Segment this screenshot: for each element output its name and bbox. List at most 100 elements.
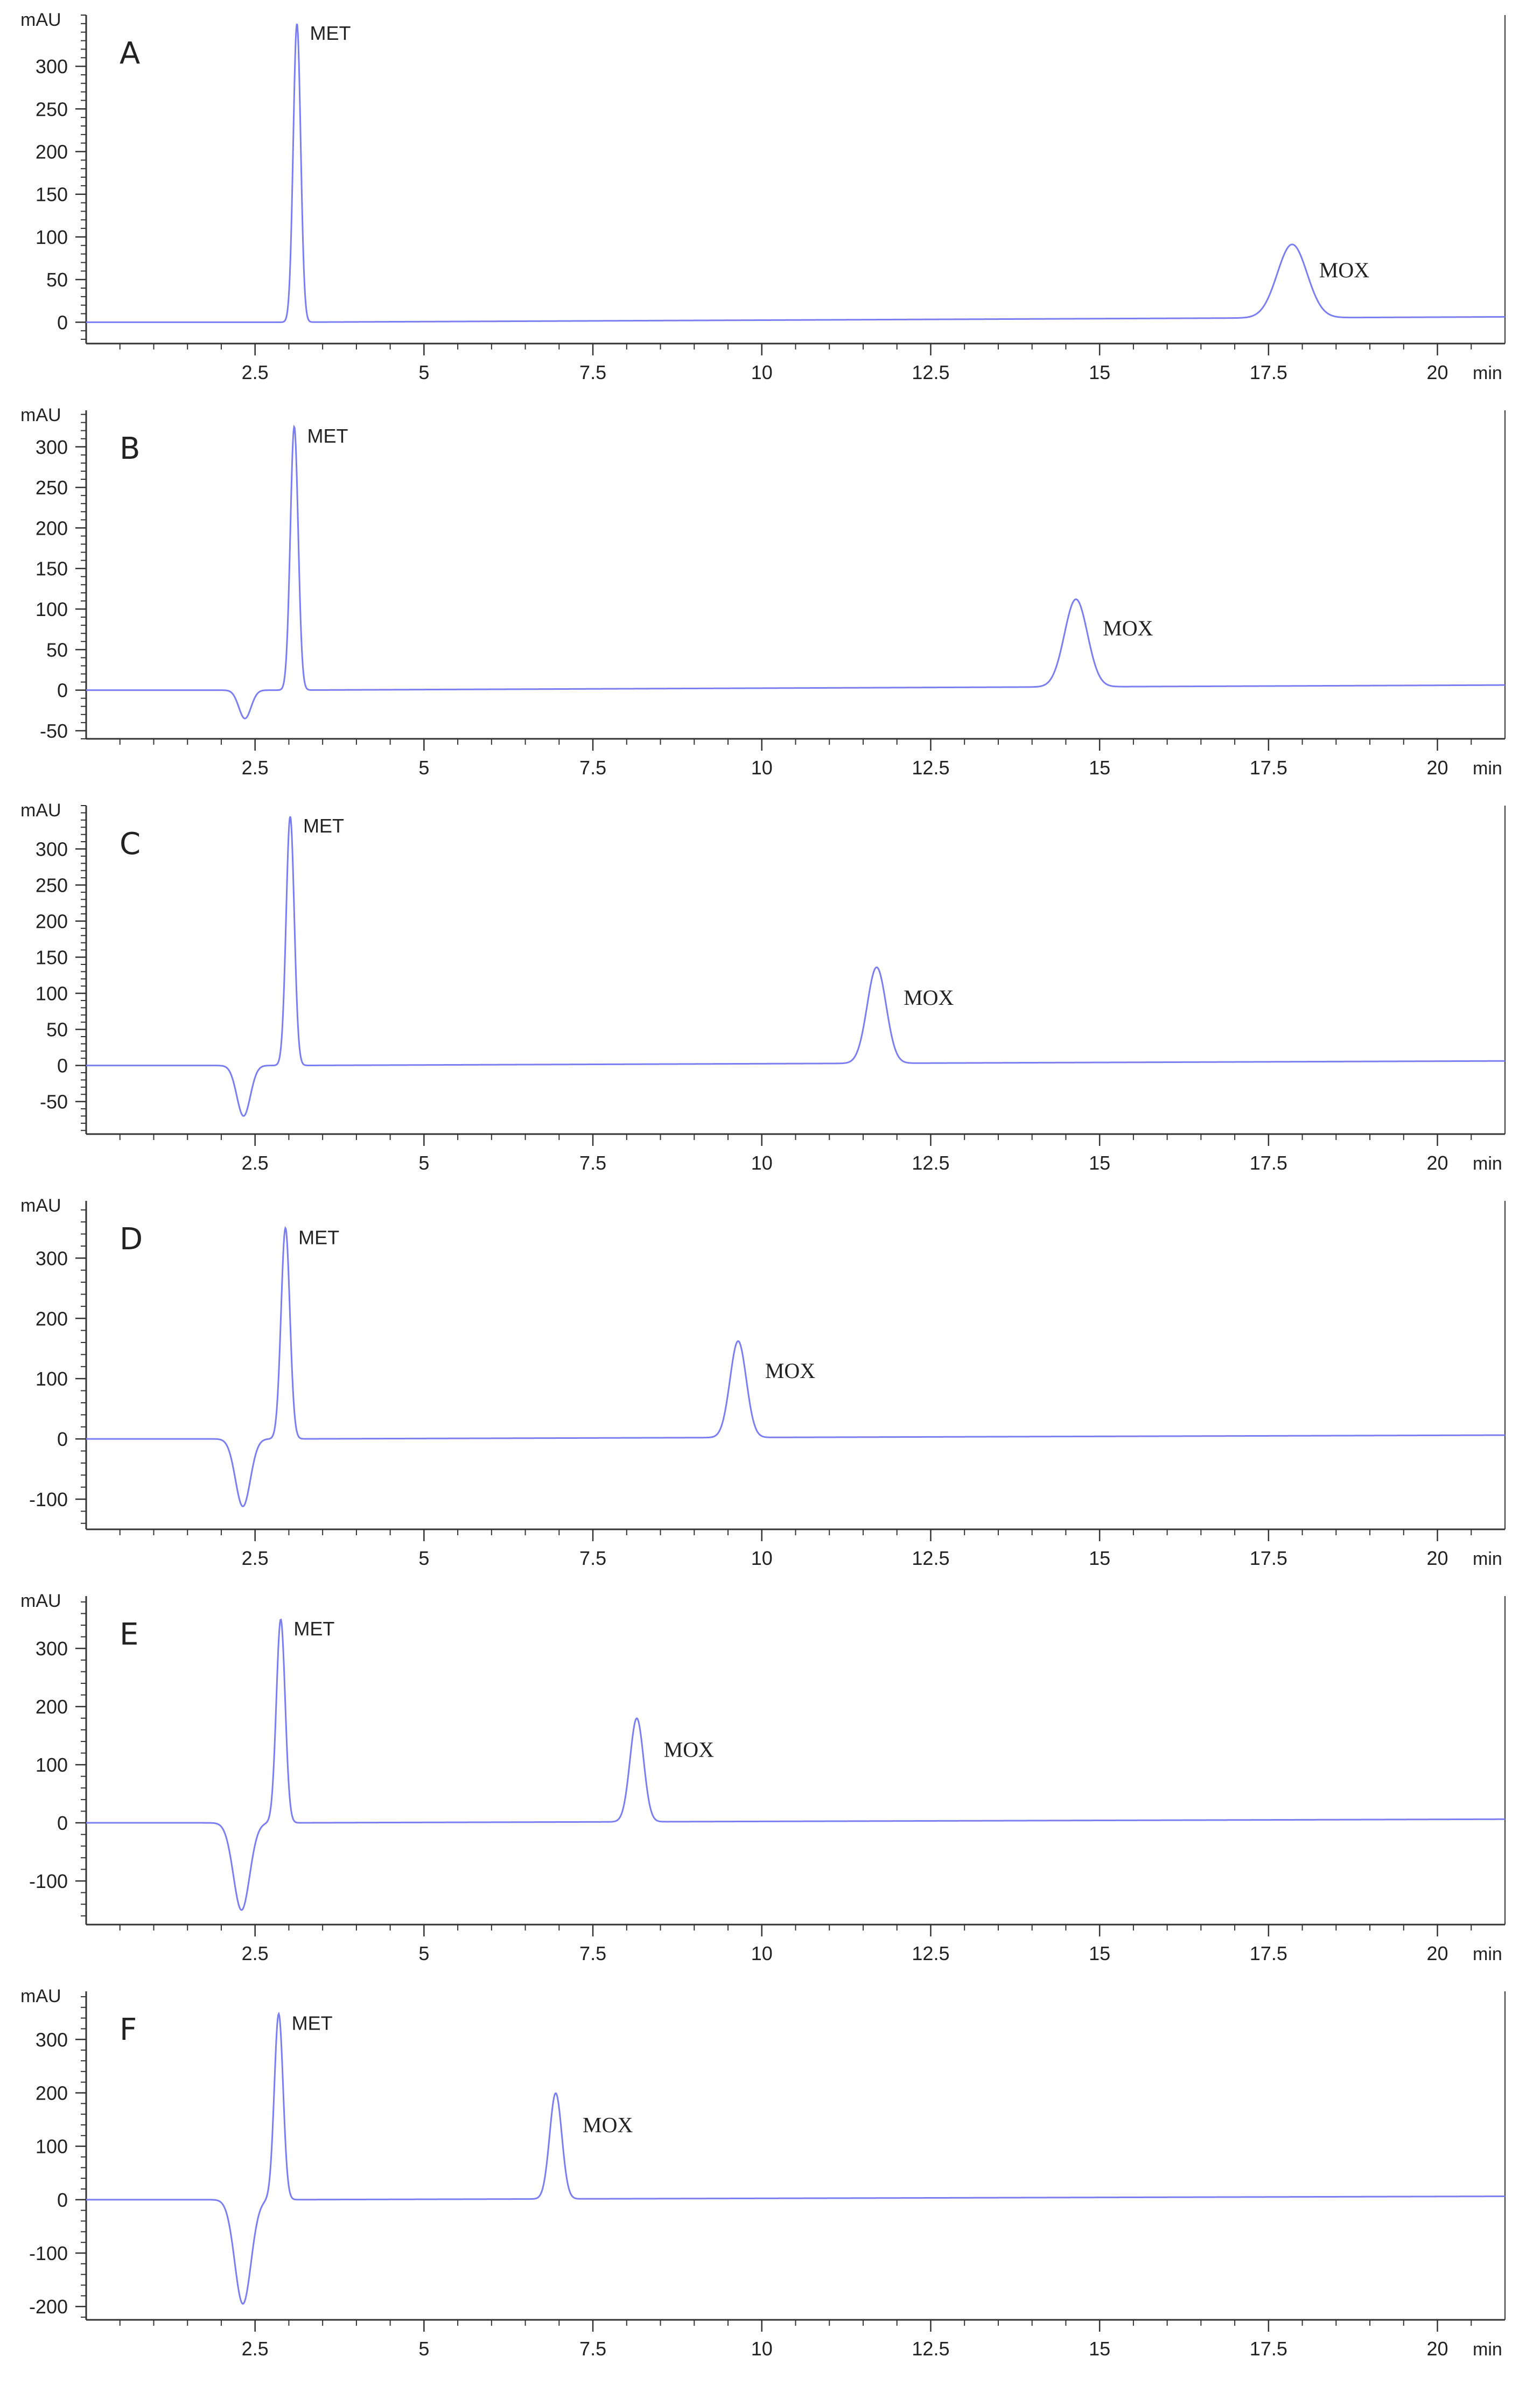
y-tick-label: 200 bbox=[36, 1307, 68, 1330]
x-tick-label: 10 bbox=[751, 361, 773, 383]
x-tick-label: 5 bbox=[418, 361, 429, 383]
y-tick-label: 300 bbox=[36, 2029, 68, 2051]
y-tick-label: -50 bbox=[40, 1091, 68, 1113]
peak-label-met: MET bbox=[307, 425, 348, 447]
peak-label-mox: MOX bbox=[1319, 258, 1369, 282]
x-tick-label: 15 bbox=[1089, 361, 1110, 383]
y-tick-label: 300 bbox=[36, 838, 68, 860]
x-tick-label: 7.5 bbox=[579, 2338, 606, 2360]
chromatogram-panel-c: -50 0 50 100 150 200 250 300 mAU 2.5 5 7.5 10 12.5 15 1… bbox=[20, 800, 1506, 1174]
x-tick-label: 12.5 bbox=[912, 1942, 949, 1964]
peak-label-met: MET bbox=[293, 1618, 334, 1640]
chromatogram-trace bbox=[86, 1226, 1505, 1508]
x-tick-label: 2.5 bbox=[242, 1547, 269, 1569]
chromatogram-panel-d: -100 0 100 200 300 mAU 2.5 5 7.5 10 12.5 15 17.5 20 mi… bbox=[20, 1195, 1506, 1569]
y-axis-unit-label: mAU bbox=[20, 1591, 61, 1611]
x-tick-label: 10 bbox=[751, 2338, 773, 2360]
peak-label-met: MET bbox=[310, 22, 351, 44]
x-tick-label: 12.5 bbox=[912, 361, 949, 383]
y-tick-label: 300 bbox=[36, 1247, 68, 1269]
x-tick-label: 7.5 bbox=[579, 1942, 606, 1964]
x-tick-label: 17.5 bbox=[1250, 1547, 1287, 1569]
y-tick-label: 200 bbox=[36, 2082, 68, 2104]
x-tick-label: 20 bbox=[1427, 1942, 1448, 1964]
x-tick-label: 12.5 bbox=[912, 1547, 949, 1569]
x-tick-label: 10 bbox=[751, 1942, 773, 1964]
y-tick-label: 50 bbox=[46, 1019, 68, 1041]
y-axis-unit-label: mAU bbox=[20, 1195, 61, 1216]
y-tick-label: -100 bbox=[29, 1870, 68, 1892]
y-tick-label: -100 bbox=[29, 1488, 68, 1510]
peak-label-mox: MOX bbox=[1103, 616, 1153, 640]
y-tick-label: 300 bbox=[36, 55, 68, 78]
x-tick-label: 17.5 bbox=[1250, 757, 1287, 779]
y-tick-label: 0 bbox=[57, 2189, 68, 2211]
chromatogram-panel-e: -100 0 100 200 300 mAU 2.5 5 7.5 10 12.5 15 17.5 20 mi… bbox=[20, 1591, 1506, 1964]
peak-label-mox: MOX bbox=[583, 2113, 633, 2137]
peak-label-mox: MOX bbox=[904, 985, 954, 1010]
x-tick-label: 5 bbox=[418, 1942, 429, 1964]
panel-label: A bbox=[120, 36, 140, 71]
x-tick-label: 17.5 bbox=[1250, 2338, 1287, 2360]
y-axis-unit-label: mAU bbox=[20, 1986, 61, 2006]
y-tick-label: 100 bbox=[36, 1368, 68, 1390]
x-axis-unit-label: min bbox=[1473, 1944, 1502, 1964]
x-axis-unit-label: min bbox=[1473, 1153, 1502, 1174]
x-tick-label: 7.5 bbox=[579, 1152, 606, 1174]
y-tick-label: 0 bbox=[57, 311, 68, 333]
x-tick-label: 5 bbox=[418, 1547, 429, 1569]
y-tick-label: 100 bbox=[36, 598, 68, 620]
x-tick-label: 17.5 bbox=[1250, 361, 1287, 383]
y-tick-label: 200 bbox=[36, 141, 68, 163]
y-tick-label: 250 bbox=[36, 874, 68, 896]
peak-label-met: MET bbox=[303, 815, 344, 837]
chromatogram-panel-f: -200 -100 0 100 200 300 mAU 2.5 5 7.5 10 12.5 15 17.5… bbox=[20, 1986, 1506, 2360]
y-tick-label: 150 bbox=[36, 558, 68, 580]
x-axis-unit-label: min bbox=[1473, 1549, 1502, 1569]
peak-label-mox: MOX bbox=[765, 1359, 815, 1383]
x-tick-label: 10 bbox=[751, 757, 773, 779]
x-tick-label: 15 bbox=[1089, 1942, 1110, 1964]
y-tick-label: 200 bbox=[36, 1696, 68, 1718]
x-tick-label: 20 bbox=[1427, 1547, 1448, 1569]
x-tick-label: 15 bbox=[1089, 1152, 1110, 1174]
x-tick-label: 2.5 bbox=[242, 757, 269, 779]
y-tick-label: 300 bbox=[36, 436, 68, 458]
peak-label-mox: MOX bbox=[664, 1738, 714, 1762]
y-tick-label: -50 bbox=[40, 720, 68, 742]
y-tick-label: 100 bbox=[36, 1754, 68, 1776]
y-tick-label: 200 bbox=[36, 911, 68, 933]
y-tick-label: 250 bbox=[36, 477, 68, 499]
y-tick-label: 0 bbox=[57, 1055, 68, 1077]
x-tick-label: 15 bbox=[1089, 1547, 1110, 1569]
peak-label-met: MET bbox=[292, 2012, 333, 2034]
x-tick-label: 2.5 bbox=[242, 1152, 269, 1174]
x-axis-unit-label: min bbox=[1473, 2339, 1502, 2360]
x-axis-unit-label: min bbox=[1473, 363, 1502, 383]
chromatogram-trace bbox=[86, 816, 1505, 1117]
y-tick-label: 50 bbox=[46, 639, 68, 661]
panel-label: B bbox=[120, 431, 140, 466]
y-tick-label: 0 bbox=[57, 1428, 68, 1450]
panel-label: F bbox=[120, 2012, 137, 2047]
x-tick-label: 7.5 bbox=[579, 1547, 606, 1569]
y-tick-label: 100 bbox=[36, 983, 68, 1005]
y-axis-unit-label: mAU bbox=[20, 405, 61, 425]
x-tick-label: 12.5 bbox=[912, 1152, 949, 1174]
x-tick-label: 12.5 bbox=[912, 757, 949, 779]
panel-label: E bbox=[120, 1617, 138, 1652]
x-tick-label: 20 bbox=[1427, 757, 1448, 779]
x-tick-label: 7.5 bbox=[579, 757, 606, 779]
chromatogram-trace bbox=[86, 424, 1505, 719]
chromatogram-trace bbox=[86, 23, 1505, 323]
y-tick-label: 0 bbox=[57, 680, 68, 702]
x-tick-label: 17.5 bbox=[1250, 1942, 1287, 1964]
chromatogram-trace bbox=[86, 1618, 1505, 1911]
x-tick-label: 10 bbox=[751, 1547, 773, 1569]
y-tick-label: 300 bbox=[36, 1638, 68, 1660]
y-tick-label: -200 bbox=[29, 2296, 68, 2318]
panel-label: D bbox=[120, 1222, 143, 1257]
y-axis-unit-label: mAU bbox=[20, 10, 61, 30]
